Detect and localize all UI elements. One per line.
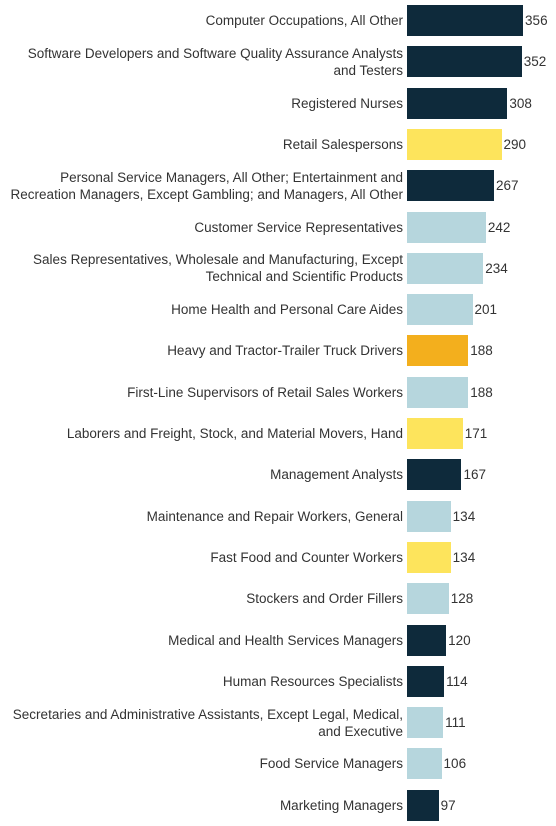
bar (407, 418, 463, 449)
category-label: Maintenance and Repair Workers, General (146, 508, 403, 524)
category-label: Computer Occupations, All Other (205, 13, 403, 28)
bar-row: Medical and Health Services Managers 120 (0, 620, 556, 661)
bar-row: Home Health and Personal Care Aides 201 (0, 289, 556, 330)
bar-row: Heavy and Tractor-Trailer Truck Drivers 1… (0, 330, 556, 371)
bar-row: First-Line Supervisors of Retail Sales W… (0, 372, 556, 413)
category-label: Laborers and Freight, Stock, and Materia… (66, 426, 403, 441)
bar (407, 789, 439, 821)
category-label: Heavy and Tractor-Trailer Truck Drivers (167, 343, 403, 359)
value-label: 356 (525, 13, 548, 28)
category-label: Human Resources Specialists (222, 673, 403, 689)
bar-row: Retail Salespersons 290 (0, 124, 556, 165)
bar (407, 87, 508, 119)
bar (407, 211, 486, 243)
value-label: 188 (470, 343, 493, 359)
bar (407, 459, 462, 491)
value-label: 134 (452, 549, 476, 565)
category-label: Registered Nurses (291, 95, 403, 111)
bar (407, 500, 451, 532)
category-label: Software Developers and Software Quality… (27, 45, 403, 78)
category-label: Customer Service Representatives (194, 219, 403, 235)
category-label: Medical and Health Services Managers (168, 632, 403, 648)
bar-row: Sales Representatives, Wholesale and Man… (0, 248, 556, 289)
category-label: Management Analysts (270, 467, 403, 483)
value-label: 134 (452, 508, 476, 524)
bar-row: Fast Food and Counter Workers 134 (0, 537, 556, 578)
value-label: 267 (496, 178, 519, 194)
value-label: 128 (450, 591, 474, 607)
category-label: Marketing Managers (279, 797, 403, 813)
category-label: Secretaries and Administrative Assistant… (12, 706, 403, 739)
bar (407, 294, 473, 326)
category-label: Personal Service Managers, All Other; En… (10, 169, 403, 202)
value-label: 120 (448, 632, 471, 648)
value-label: 111 (445, 715, 466, 731)
value-label: 308 (509, 95, 532, 111)
bar-row: Computer Occupations, All Other 356 (0, 0, 556, 41)
bar-row: Human Resources Specialists 114 (0, 661, 556, 702)
value-label: 242 (487, 219, 511, 235)
bar-row: Secretaries and Administrative Assistant… (0, 702, 556, 743)
value-label: 234 (485, 260, 508, 276)
bar-row: Marketing Managers 97 (0, 785, 556, 826)
category-label: First-Line Supervisors of Retail Sales W… (127, 384, 403, 400)
value-label: 201 (474, 302, 498, 318)
bar (407, 170, 495, 202)
bar-row: Software Developers and Software Quality… (0, 41, 556, 82)
bar-row: Stockers and Order Fillers 128 (0, 578, 556, 619)
bar (407, 624, 447, 656)
bar (407, 335, 469, 367)
value-label: 167 (463, 467, 486, 483)
bar (407, 583, 449, 615)
value-label: 352 (523, 54, 547, 70)
category-label: Home Health and Personal Care Aides (171, 302, 403, 318)
bar-row: Registered Nurses 308 (0, 83, 556, 124)
bar (407, 665, 445, 697)
bar (407, 748, 442, 780)
bar-row: Customer Service Representatives 242 (0, 207, 556, 248)
value-label: 188 (470, 384, 493, 400)
category-label: Stockers and Order Fillers (246, 591, 403, 607)
value-label: 171 (464, 426, 488, 441)
bar (407, 707, 444, 739)
value-label: 97 (440, 797, 456, 813)
bar (407, 46, 522, 78)
bar-row: Laborers and Freight, Stock, and Materia… (0, 413, 556, 454)
bar-row: Personal Service Managers, All Other; En… (0, 165, 556, 206)
category-label: Food Service Managers (259, 756, 403, 772)
bar (407, 376, 469, 408)
bar-row: Food Service Managers 106 (0, 743, 556, 784)
bar (407, 128, 502, 160)
bar (407, 541, 451, 573)
value-label: 114 (446, 673, 468, 689)
category-label: Sales Representatives, Wholesale and Man… (33, 252, 403, 285)
value-label: 106 (443, 756, 467, 772)
category-label: Retail Salespersons (282, 136, 403, 152)
value-label: 290 (503, 136, 527, 152)
bar (407, 5, 524, 36)
bar (407, 252, 484, 284)
bar-row: Management Analysts 167 (0, 454, 556, 495)
category-label: Fast Food and Counter Workers (210, 549, 403, 565)
bar-row: Maintenance and Repair Workers, General 1… (0, 496, 556, 537)
